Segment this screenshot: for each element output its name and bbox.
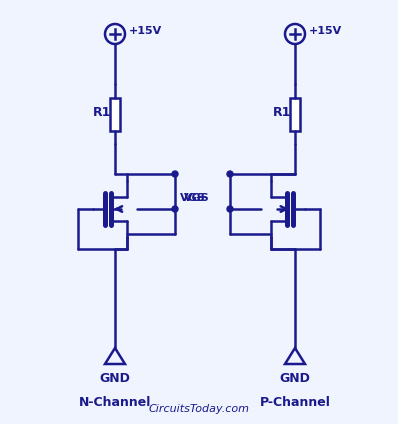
Text: R1: R1: [273, 106, 291, 118]
Text: P-Channel: P-Channel: [259, 396, 330, 409]
Bar: [110, 98, 120, 131]
Text: GND: GND: [279, 372, 310, 385]
Circle shape: [227, 171, 233, 177]
Bar: [290, 98, 300, 131]
Text: CircuitsToday.com: CircuitsToday.com: [148, 404, 250, 414]
Text: +15V: +15V: [129, 26, 162, 36]
Text: R1: R1: [93, 106, 111, 118]
Circle shape: [172, 206, 178, 212]
Text: VGS: VGS: [184, 193, 210, 203]
Text: GND: GND: [100, 372, 131, 385]
Circle shape: [172, 171, 178, 177]
Text: VGS: VGS: [180, 193, 206, 203]
Text: +15V: +15V: [309, 26, 342, 36]
Text: N-Channel: N-Channel: [79, 396, 151, 409]
Circle shape: [227, 206, 233, 212]
